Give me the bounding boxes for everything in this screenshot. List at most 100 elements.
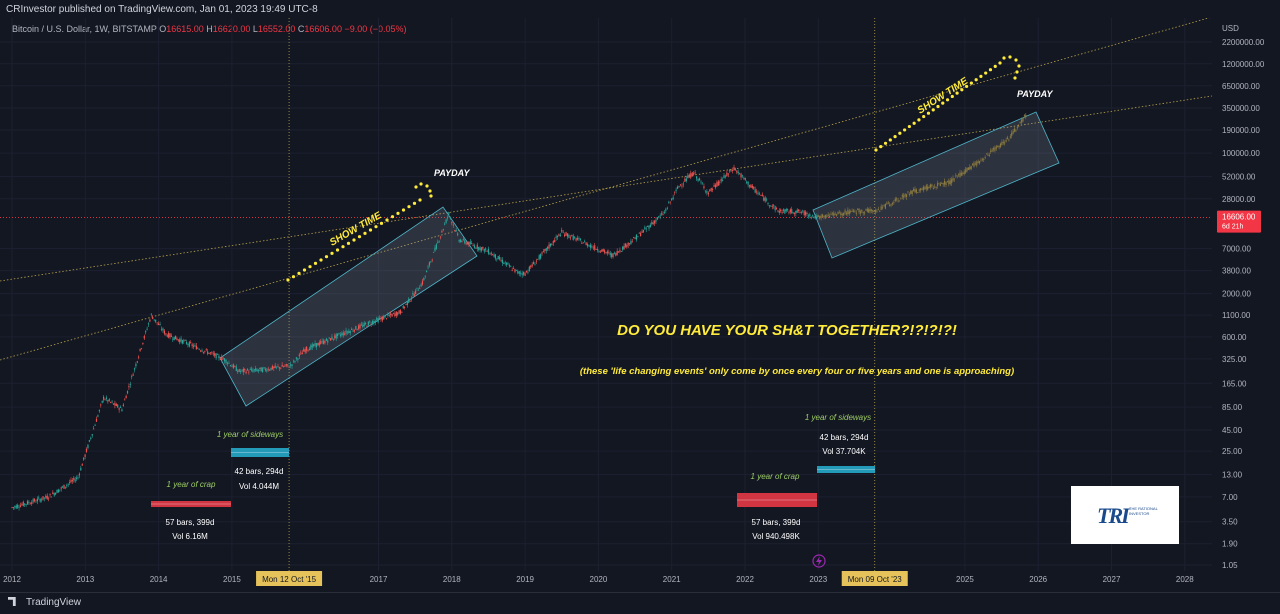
price-candle xyxy=(806,212,808,214)
price-candle xyxy=(428,262,431,266)
time-axis[interactable]: 2012 2013 2014 2015 Mon 12 Oct '15 2017 2018 20… xyxy=(3,571,1194,586)
price-candle xyxy=(559,234,561,237)
price-candle xyxy=(88,440,90,442)
price-tick-label: 45.00 xyxy=(1222,426,1243,435)
price-candle xyxy=(465,242,467,245)
price-candle xyxy=(259,367,261,369)
price-candle xyxy=(355,326,357,330)
price-candle xyxy=(118,408,120,410)
show-time-arrow xyxy=(888,138,892,142)
price-candle xyxy=(93,428,95,430)
projected-candle xyxy=(837,212,839,214)
price-candle xyxy=(170,335,173,337)
price-candle xyxy=(510,266,512,267)
price-candle xyxy=(413,293,415,297)
price-candle xyxy=(729,169,731,172)
price-candle xyxy=(623,245,625,250)
price-candle xyxy=(431,259,433,261)
price-candle xyxy=(49,494,51,496)
price-candle xyxy=(486,250,488,252)
price-candle xyxy=(757,192,759,195)
price-candle xyxy=(108,399,110,401)
price-candle xyxy=(301,352,303,355)
price-candle xyxy=(726,172,728,177)
tradingview-logo[interactable]: TradingView xyxy=(8,597,81,608)
projected-candle xyxy=(1015,130,1017,132)
price-candle xyxy=(791,209,793,214)
projected-candle xyxy=(889,204,891,206)
projected-candle xyxy=(1012,131,1014,134)
price-candle xyxy=(216,353,219,355)
price-candle xyxy=(263,367,265,369)
price-candle xyxy=(599,251,601,253)
price-candle xyxy=(500,259,502,261)
price-candle xyxy=(75,477,78,479)
price-axis[interactable]: 2200000.00 1200000.00 650000.00 350000.00 19… xyxy=(1217,24,1265,570)
price-candle xyxy=(489,253,491,255)
price-chart[interactable]: 1 year of crap 1 year of sideways 1 year o… xyxy=(0,0,1280,592)
price-candle xyxy=(253,369,255,371)
price-candle xyxy=(773,205,775,206)
time-tick-label: 2028 xyxy=(1176,575,1194,584)
projected-candle xyxy=(938,183,940,185)
price-candle xyxy=(451,221,453,224)
projected-candle xyxy=(920,188,922,191)
projected-candle xyxy=(941,183,943,184)
price-candle xyxy=(112,403,115,405)
time-tick-label: 2018 xyxy=(443,575,461,584)
price-candle xyxy=(591,246,593,248)
price-candle xyxy=(360,324,362,326)
range-stats-bars: 57 bars, 399d xyxy=(752,518,801,527)
price-candle xyxy=(423,278,425,281)
price-candle xyxy=(514,269,516,273)
projected-candle xyxy=(876,211,878,213)
price-candle xyxy=(449,217,451,219)
price-candle xyxy=(501,259,504,264)
price-candle xyxy=(734,168,737,170)
price-candle xyxy=(338,333,340,334)
price-candle xyxy=(454,230,456,231)
price-candle xyxy=(169,333,171,338)
price-candle xyxy=(472,245,474,246)
price-candle xyxy=(85,448,88,452)
price-candle xyxy=(758,193,761,195)
price-candle xyxy=(515,269,517,271)
projected-candle xyxy=(981,159,983,161)
price-candle xyxy=(544,249,546,251)
price-candle xyxy=(624,243,627,247)
price-candle xyxy=(17,505,19,508)
price-candle xyxy=(149,319,151,322)
price-candle xyxy=(747,181,749,185)
price-candle xyxy=(101,400,103,403)
price-candle xyxy=(581,243,583,244)
price-candle xyxy=(42,496,44,500)
price-candle xyxy=(146,328,148,330)
price-candle xyxy=(135,363,137,367)
price-candle xyxy=(362,324,364,328)
projected-candle xyxy=(833,212,835,216)
price-candle xyxy=(384,315,386,317)
price-candle xyxy=(556,235,559,238)
show-time-arrow xyxy=(357,235,362,239)
price-candle xyxy=(334,335,336,339)
projected-candle xyxy=(855,212,857,214)
show-time-arrow xyxy=(286,278,290,282)
projected-candle xyxy=(1002,141,1004,143)
projected-candle xyxy=(845,212,848,215)
price-candle xyxy=(542,251,545,252)
projected-candle xyxy=(1004,142,1006,144)
show-time-arrow xyxy=(883,141,888,145)
price-candle xyxy=(492,254,494,256)
price-candle xyxy=(644,227,646,229)
price-candle xyxy=(35,501,37,503)
logo-mark: TRI xyxy=(1097,503,1130,528)
projected-candle xyxy=(958,174,960,176)
price-candle xyxy=(153,319,155,321)
projected-candle xyxy=(821,214,824,217)
price-candle xyxy=(648,225,650,229)
price-candle xyxy=(377,318,379,323)
projected-candle xyxy=(870,209,873,211)
show-time-arrow xyxy=(291,275,296,279)
price-candle xyxy=(466,242,469,245)
show-time-arrow xyxy=(302,268,307,272)
